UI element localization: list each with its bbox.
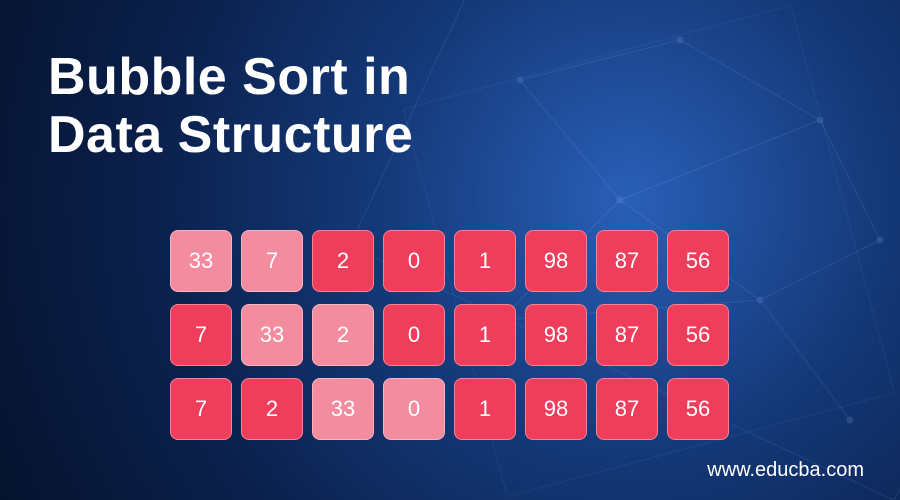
array-row: 337201988756 <box>170 230 729 292</box>
site-url: www.educba.com <box>707 459 864 482</box>
array-cell: 33 <box>312 378 374 440</box>
array-cell: 56 <box>667 230 729 292</box>
array-cell: 33 <box>170 230 232 292</box>
array-row: 733201988756 <box>170 304 729 366</box>
array-cell: 87 <box>596 378 658 440</box>
title-line-2: Data Structure <box>48 106 413 164</box>
array-cell: 56 <box>667 304 729 366</box>
array-cell: 1 <box>454 230 516 292</box>
array-cell: 1 <box>454 378 516 440</box>
array-cell: 0 <box>383 304 445 366</box>
array-cell: 98 <box>525 304 587 366</box>
array-cell: 87 <box>596 304 658 366</box>
array-cell: 98 <box>525 378 587 440</box>
array-cell: 87 <box>596 230 658 292</box>
title-line-1: Bubble Sort in <box>48 48 413 106</box>
array-cell: 0 <box>383 230 445 292</box>
array-cell: 1 <box>454 304 516 366</box>
array-row: 723301988756 <box>170 378 729 440</box>
array-cell: 56 <box>667 378 729 440</box>
array-cell: 0 <box>383 378 445 440</box>
array-cell: 7 <box>241 230 303 292</box>
array-cell: 2 <box>312 304 374 366</box>
array-cell: 98 <box>525 230 587 292</box>
array-cell: 2 <box>241 378 303 440</box>
array-cell: 2 <box>312 230 374 292</box>
array-cell: 7 <box>170 378 232 440</box>
page-title: Bubble Sort in Data Structure <box>48 48 413 164</box>
array-cell: 33 <box>241 304 303 366</box>
bubble-sort-grid: 337201988756733201988756723301988756 <box>170 230 729 440</box>
array-cell: 7 <box>170 304 232 366</box>
